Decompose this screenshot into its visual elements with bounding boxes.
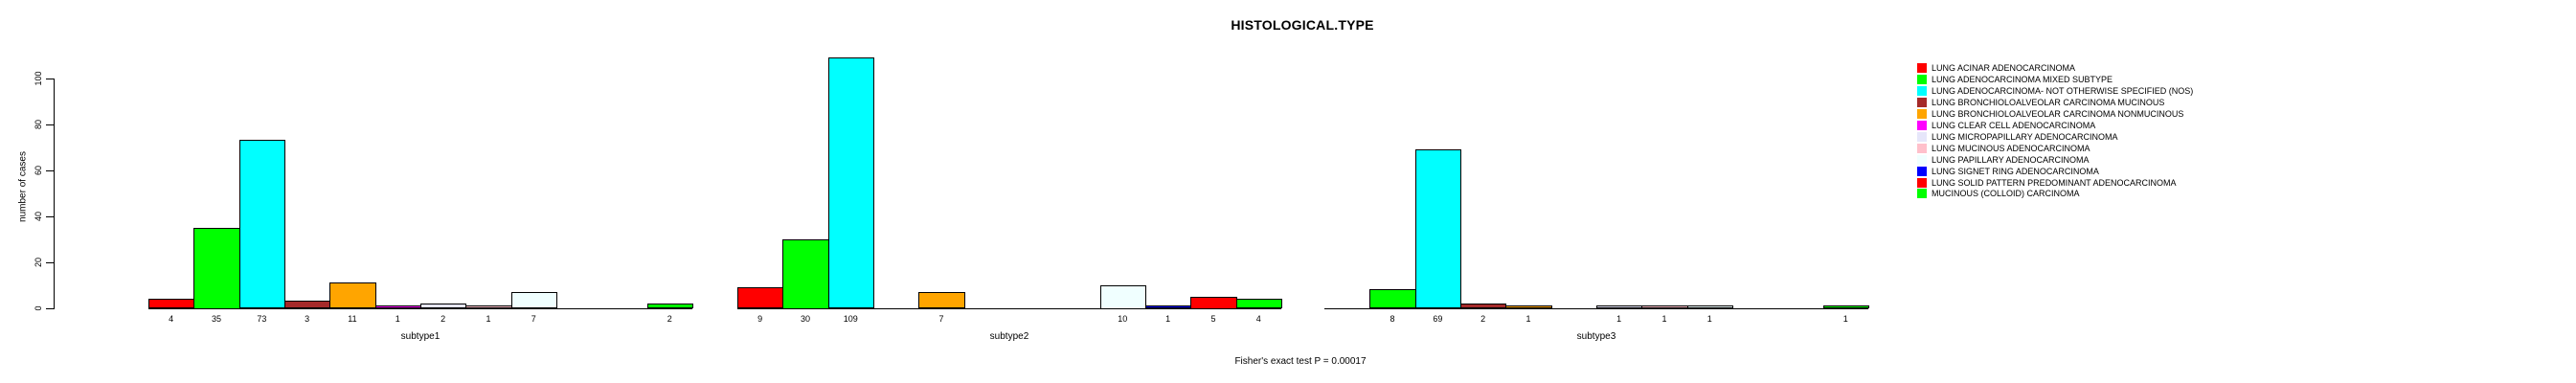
bar-subtype3-7	[1595, 305, 1643, 309]
bar-subtype3-3	[1414, 148, 1461, 309]
bar-subtype2-11	[1190, 296, 1237, 309]
legend-label: LUNG ADENOCARCINOMA MIXED SUBTYPE	[1932, 74, 2113, 84]
y-axis-tick-label: 60	[34, 165, 43, 175]
legend-swatch	[1917, 131, 1927, 142]
bar-subtype2-3	[827, 56, 874, 309]
bar-subtype1-1	[148, 298, 195, 309]
bar-value-label: 1	[1616, 314, 1622, 324]
legend-label: LUNG MICROPAPILLARY ADENOCARCINOMA	[1932, 131, 2118, 142]
y-axis-tick-label: 40	[34, 211, 43, 221]
legend-swatch	[1917, 97, 1927, 107]
bar-value-label: 109	[843, 314, 858, 324]
bar-value-label: 2	[1480, 314, 1486, 324]
bar-value-label: 1	[1525, 314, 1531, 324]
bar-value-label: 7	[531, 314, 536, 324]
bar-subtype3-5	[1505, 305, 1552, 309]
bar-subtype1-2	[193, 227, 240, 309]
y-axis-tick	[46, 124, 54, 125]
chart-title: HISTOLOGICAL.TYPE	[1231, 17, 1374, 33]
y-axis-tick-label: 0	[34, 304, 43, 311]
legend-swatch	[1917, 177, 1927, 188]
bar-subtype3-9	[1686, 305, 1733, 309]
y-axis-line	[54, 78, 55, 309]
bar-subtype1-9	[510, 291, 557, 309]
bar-value-label: 7	[938, 314, 944, 324]
legend-label: LUNG ACINAR ADENOCARCINOMA	[1932, 63, 2076, 73]
legend-label: LUNG SOLID PATTERN PREDOMINANT ADENOCARC…	[1932, 177, 2177, 188]
bar-value-label: 30	[800, 314, 810, 324]
bar-value-label: 1	[1165, 314, 1171, 324]
bar-value-label: 5	[1210, 314, 1216, 324]
bar-subtype3-2	[1369, 289, 1416, 309]
bar-subtype3-8	[1641, 305, 1688, 309]
y-axis-label: number of cases	[17, 151, 29, 222]
legend-label: LUNG PAPILLARY ADENOCARCINOMA	[1932, 154, 2090, 165]
bar-subtype1-3	[238, 140, 285, 309]
bar-value-label: 73	[257, 314, 267, 324]
bar-value-label: 10	[1118, 314, 1128, 324]
legend-swatch	[1917, 74, 1927, 84]
y-axis-tick-label: 20	[34, 257, 43, 267]
bar-value-label: 11	[348, 314, 357, 324]
bar-subtype1-5	[329, 282, 376, 309]
bar-subtype2-5	[918, 291, 965, 309]
bar-value-label: 1	[395, 314, 400, 324]
bar-subtype2-10	[1144, 305, 1192, 309]
legend-swatch	[1917, 108, 1927, 119]
x-axis-group-label-subtype3: subtype3	[1576, 331, 1616, 342]
bar-subtype1-6	[374, 305, 421, 309]
bar-subtype1-8	[465, 305, 512, 309]
bar-subtype2-12	[1235, 298, 1282, 309]
fisher-test-annotation: Fisher's exact test P = 0.00017	[1234, 356, 1367, 367]
bar-value-label: 35	[211, 314, 221, 324]
y-axis-tick	[46, 169, 54, 171]
bar-value-label: 1	[1661, 314, 1667, 324]
legend-swatch	[1917, 63, 1927, 73]
legend-label: LUNG CLEAR CELL ADENOCARCINOMA	[1932, 120, 2096, 130]
y-axis-tick-label: 80	[34, 119, 43, 129]
bar-value-label: 3	[305, 314, 310, 324]
y-axis-tick	[46, 261, 54, 263]
x-axis-baseline	[737, 307, 1281, 309]
x-axis-group-label-subtype2: subtype2	[989, 331, 1029, 342]
bar-value-label: 9	[757, 314, 763, 324]
legend-swatch	[1917, 143, 1927, 153]
bar-value-label: 4	[1255, 314, 1261, 324]
bar-subtype2-9	[1099, 284, 1146, 309]
legend-swatch	[1917, 189, 1927, 199]
y-axis-tick-label: 100	[34, 70, 43, 86]
bar-value-label: 1	[1842, 314, 1848, 324]
legend-label: MUCINOUS (COLLOID) CARCINOMA	[1932, 189, 2080, 199]
bar-value-label: 1	[1706, 314, 1712, 324]
legend-swatch	[1917, 166, 1927, 176]
x-axis-group-label-subtype1: subtype1	[400, 331, 441, 342]
bar-value-label: 8	[1390, 314, 1395, 324]
bar-value-label: 2	[441, 314, 446, 324]
bar-subtype2-1	[737, 286, 784, 309]
legend-label: LUNG ADENOCARCINOMA- NOT OTHERWISE SPECI…	[1932, 85, 2194, 96]
bar-value-label: 1	[486, 314, 491, 324]
bar-subtype3-12	[1822, 305, 1869, 309]
bar-subtype3-4	[1459, 303, 1507, 309]
bar-subtype1-7	[419, 303, 467, 309]
legend-label: LUNG SIGNET RING ADENOCARCINOMA	[1932, 166, 2099, 176]
bar-subtype1-12	[646, 303, 693, 309]
legend-label: LUNG BRONCHIOLOALVEOLAR CARCINOMA NONMUC…	[1932, 108, 2184, 119]
y-axis-tick	[46, 215, 54, 217]
bar-subtype1-4	[283, 301, 331, 309]
bar-subtype2-2	[782, 238, 829, 309]
legend-label: LUNG BRONCHIOLOALVEOLAR CARCINOMA MUCINO…	[1932, 97, 2165, 107]
legend-swatch	[1917, 85, 1927, 96]
y-axis-tick	[46, 307, 54, 309]
legend-swatch	[1917, 154, 1927, 165]
legend-swatch	[1917, 120, 1927, 130]
bar-value-label: 69	[1433, 314, 1443, 324]
legend-label: LUNG MUCINOUS ADENOCARCINOMA	[1932, 143, 2090, 153]
bar-value-label: 4	[169, 314, 174, 324]
bar-value-label: 2	[667, 314, 672, 324]
